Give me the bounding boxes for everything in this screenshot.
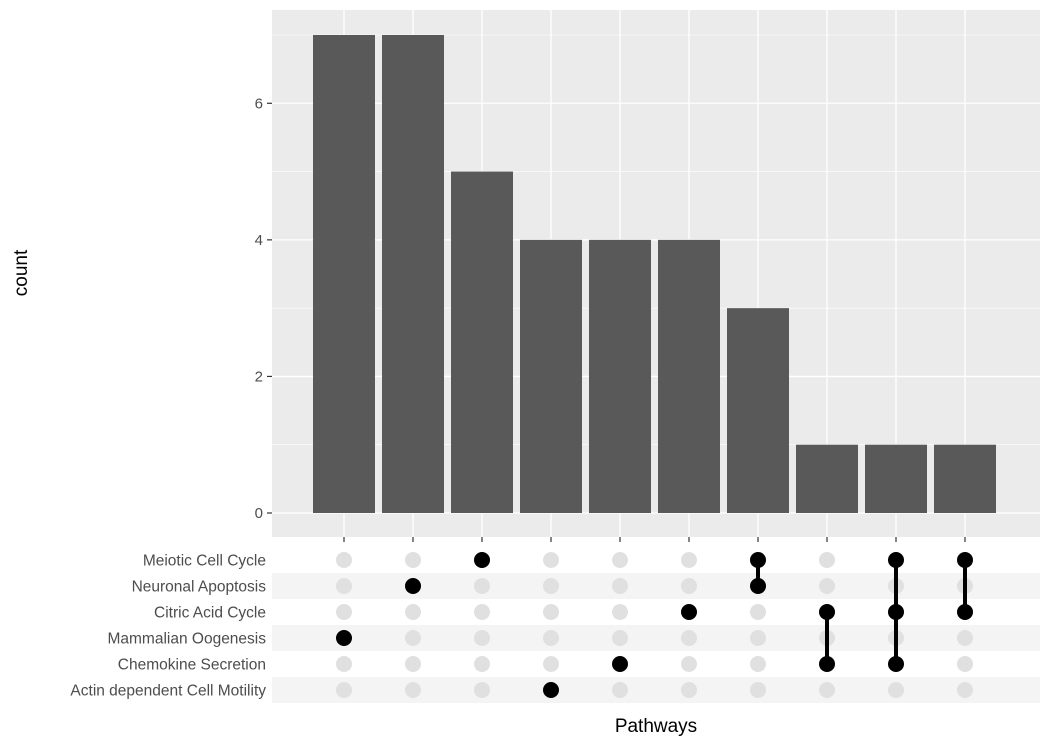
matrix-dot-inactive: [543, 656, 559, 672]
matrix-dot-inactive: [405, 630, 421, 646]
matrix-dot-inactive: [543, 552, 559, 568]
bar-6: [658, 239, 720, 513]
bar-10: [934, 444, 996, 513]
matrix-dot-inactive: [750, 682, 766, 698]
set-label: Actin dependent Cell Motility: [70, 683, 266, 700]
bar-8: [796, 444, 858, 513]
matrix-dot-inactive: [681, 656, 697, 672]
matrix-dot-active: [336, 630, 352, 646]
matrix-dot-inactive: [819, 552, 835, 568]
set-label: Neuronal Apoptosis: [132, 579, 267, 596]
matrix-dot-inactive: [336, 578, 352, 594]
set-label: Citric Acid Cycle: [154, 605, 266, 622]
matrix-dot-inactive: [819, 682, 835, 698]
matrix-dot-inactive: [543, 630, 559, 646]
matrix-dot-inactive: [612, 682, 628, 698]
matrix-dot-inactive: [819, 578, 835, 594]
matrix-dot-inactive: [336, 656, 352, 672]
matrix-dot-inactive: [750, 656, 766, 672]
bar-1: [313, 35, 375, 513]
bar-3: [451, 171, 513, 514]
bar-5: [589, 239, 651, 513]
matrix-row-stripe: [272, 677, 1040, 703]
matrix-dot-inactive: [957, 656, 973, 672]
matrix-dot-active: [750, 578, 766, 594]
matrix-dot-inactive: [474, 682, 490, 698]
matrix-dot-inactive: [612, 552, 628, 568]
matrix-dot-inactive: [612, 604, 628, 620]
y-tick-label: 4: [255, 232, 263, 249]
matrix-dot-active: [819, 604, 835, 620]
matrix-dot-inactive: [405, 604, 421, 620]
matrix-dot-inactive: [543, 604, 559, 620]
matrix-dot-inactive: [474, 604, 490, 620]
matrix-dot-active: [543, 682, 559, 698]
matrix-row-stripe: [272, 625, 1040, 651]
matrix-dot-active: [888, 552, 904, 568]
matrix-dot-inactive: [336, 552, 352, 568]
matrix-dot-inactive: [612, 630, 628, 646]
bar-4: [520, 239, 582, 513]
matrix-dot-inactive: [681, 630, 697, 646]
y-axis-title: count: [11, 249, 32, 296]
matrix-dot-inactive: [681, 682, 697, 698]
matrix-dot-inactive: [474, 578, 490, 594]
matrix-dot-inactive: [612, 578, 628, 594]
matrix-dot-inactive: [888, 682, 904, 698]
matrix-dot-inactive: [336, 604, 352, 620]
matrix-dot-inactive: [405, 682, 421, 698]
matrix-dot-active: [750, 552, 766, 568]
y-tick-label: 6: [255, 95, 263, 112]
bar-7: [727, 308, 789, 513]
x-axis-title: Pathways: [615, 716, 697, 737]
matrix-dot-inactive: [336, 682, 352, 698]
matrix-row-stripe: [272, 573, 1040, 599]
bar-2: [382, 35, 444, 513]
matrix-dot-active: [474, 552, 490, 568]
matrix-dot-active: [405, 578, 421, 594]
set-label: Meiotic Cell Cycle: [143, 553, 266, 570]
matrix-dot-inactive: [405, 552, 421, 568]
set-label: Chemokine Secretion: [118, 657, 266, 674]
bar-9: [865, 444, 927, 513]
matrix-dot-inactive: [957, 682, 973, 698]
matrix-dot-active: [612, 656, 628, 672]
matrix-dot-inactive: [957, 630, 973, 646]
matrix-dot-inactive: [681, 578, 697, 594]
matrix-dot-inactive: [405, 656, 421, 672]
matrix-dot-inactive: [474, 656, 490, 672]
matrix-dot-active: [681, 604, 697, 620]
matrix-dot-inactive: [543, 578, 559, 594]
matrix-dot-active: [819, 656, 835, 672]
matrix-dot-inactive: [750, 604, 766, 620]
y-tick-label: 2: [255, 368, 263, 385]
matrix-dot-active: [888, 604, 904, 620]
matrix-dot-inactive: [474, 630, 490, 646]
set-label: Mammalian Oogenesis: [107, 631, 266, 648]
matrix-dot-active: [957, 604, 973, 620]
matrix-dot-active: [957, 552, 973, 568]
matrix-dot-inactive: [681, 552, 697, 568]
y-tick-label: 0: [255, 505, 263, 522]
matrix-dot-active: [888, 656, 904, 672]
matrix-dot-inactive: [750, 630, 766, 646]
